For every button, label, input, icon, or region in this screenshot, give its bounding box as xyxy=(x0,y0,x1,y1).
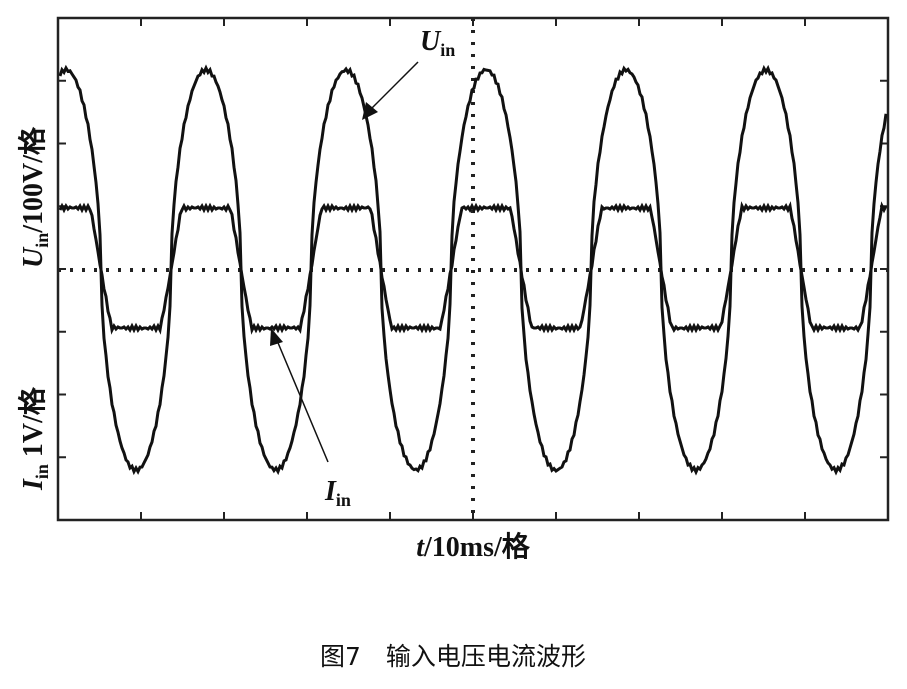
subscript: in xyxy=(32,464,52,479)
y-label-current: Iin 1V/格 xyxy=(17,386,52,491)
symbol: U xyxy=(18,246,49,268)
current-arrowhead xyxy=(270,328,283,346)
scale: /10ms/格 xyxy=(423,531,531,563)
current-arrow xyxy=(275,337,329,463)
symbol: U xyxy=(420,26,442,57)
subscript: in xyxy=(32,233,52,248)
voltage-waveform xyxy=(58,64,888,476)
scope-grid xyxy=(58,18,888,520)
voltage-annotation: Uin xyxy=(420,26,455,60)
x-label: t/10ms/格 xyxy=(416,531,531,563)
subscript: in xyxy=(336,490,351,510)
scope-frame xyxy=(56,16,890,522)
y-label-voltage: Uin/100V/格 xyxy=(17,126,52,268)
scale: /100V/格 xyxy=(17,126,49,234)
symbol: I xyxy=(18,478,49,491)
current-annotation: Iin xyxy=(324,476,351,510)
current-waveform xyxy=(58,201,888,335)
symbol: I xyxy=(324,476,337,507)
scale: 1V/格 xyxy=(17,386,49,464)
voltage-arrowhead xyxy=(362,102,378,120)
subscript: in xyxy=(440,40,455,60)
y-label: Iin 1V/格 Uin/100V/格 xyxy=(17,126,52,491)
symbol: t xyxy=(416,532,425,563)
voltage-arrow xyxy=(369,61,419,111)
caption: 图7 输入电压电流波形 xyxy=(320,642,586,671)
